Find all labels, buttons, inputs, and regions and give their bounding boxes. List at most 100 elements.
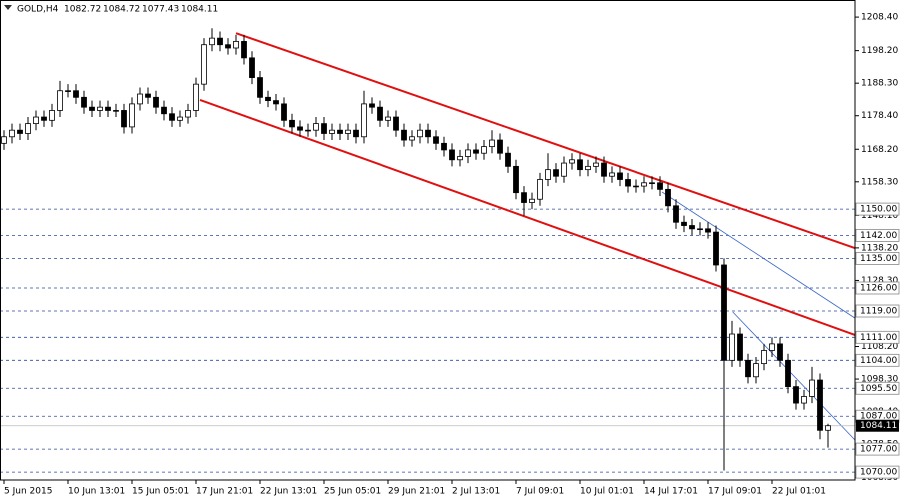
level-label: 1119.00 — [860, 307, 897, 317]
candle-body — [769, 343, 775, 351]
candle-body — [417, 129, 423, 138]
candle-body — [545, 169, 551, 180]
level-label-box — [855, 381, 900, 395]
candle-body — [89, 106, 95, 111]
candle-body — [193, 83, 199, 111]
x-tick-label: 10 Jul 01:01 — [580, 487, 634, 497]
level-label: 1142.00 — [860, 231, 897, 241]
candle-body — [625, 179, 631, 187]
candle-body — [81, 96, 87, 108]
x-tick-label: 22 Jun 13:01 — [260, 487, 317, 497]
candle-body — [281, 103, 287, 121]
candle-body — [17, 129, 23, 134]
y-tick-label: 1138.20 — [861, 243, 898, 253]
y-tick-label: 1198.20 — [861, 46, 898, 56]
x-tick-label: 15 Jun 05:01 — [132, 487, 189, 497]
candle-body — [809, 379, 815, 397]
candle-body — [9, 129, 15, 138]
x-tick-label: 17 Jul 09:01 — [708, 487, 762, 497]
x-tick-label: 22 Jul 01:01 — [772, 487, 826, 497]
level-label: 1070.00 — [860, 468, 897, 478]
candle-body — [41, 116, 47, 121]
level-label-box — [855, 442, 900, 456]
candle-body — [401, 129, 407, 141]
level-label-box — [855, 252, 900, 265]
candle-body — [273, 100, 279, 105]
trendline — [661, 191, 856, 319]
candle-body — [617, 172, 623, 180]
candle-body — [537, 179, 543, 200]
x-tick-label: 5 Jun 2015 — [4, 487, 52, 497]
candle-body — [785, 359, 791, 388]
candle-body — [657, 182, 663, 190]
ohlc-low: 1077.43 — [142, 5, 179, 15]
candle-body — [465, 149, 471, 157]
candle-body — [241, 41, 247, 59]
candle-body — [329, 129, 335, 134]
candle-body — [457, 156, 463, 161]
x-tick-label: 25 Jun 05:01 — [324, 487, 381, 497]
x-tick-label: 14 Jul 17:01 — [644, 487, 698, 497]
x-tick-label: 2 Jul 13:01 — [452, 487, 500, 497]
candle-body — [569, 159, 575, 164]
chart-title: GOLD,H4 — [17, 5, 59, 15]
candle-body — [817, 379, 823, 431]
candle-body — [745, 359, 751, 378]
candle-body — [721, 264, 727, 361]
candle-body — [297, 126, 303, 131]
level-label: 1135.00 — [860, 254, 897, 264]
plot-frame — [0, 0, 856, 481]
y-tick-label: 1128.30 — [861, 276, 898, 286]
candle-body — [697, 228, 703, 231]
candle-body — [73, 90, 79, 98]
level-label-box — [855, 330, 900, 344]
candle-body — [337, 129, 343, 134]
candle-body — [265, 96, 271, 102]
y-tick-label: 1178.40 — [861, 111, 898, 121]
level-label: 1095.50 — [860, 384, 897, 394]
candle-body — [585, 165, 591, 171]
candle-body — [65, 90, 71, 92]
candle-body — [233, 41, 239, 49]
y-tick-label: 1158.30 — [861, 177, 898, 187]
level-label: 1150.00 — [860, 205, 897, 215]
y-tick-label: 1108.20 — [861, 342, 898, 352]
candle-body — [825, 425, 831, 431]
level-label-box — [855, 281, 900, 295]
y-tick-label: 1148.10 — [861, 211, 898, 221]
current-price-box — [856, 419, 899, 432]
candle-body — [217, 37, 223, 46]
level-label: 1111.00 — [860, 333, 897, 343]
ohlc-high: 1084.72 — [103, 5, 140, 15]
candle-body — [473, 149, 479, 154]
candle-body — [257, 77, 263, 98]
candle-body — [553, 169, 559, 177]
x-tick-label: 29 Jun 21:01 — [388, 487, 445, 497]
level-label: 1126.00 — [860, 284, 897, 294]
candle-body — [1, 136, 7, 144]
level-label-box — [855, 465, 900, 479]
candle-body — [129, 103, 135, 128]
candle-body — [705, 228, 711, 233]
candle-body — [49, 110, 55, 121]
candle-body — [201, 44, 207, 85]
candle-body — [177, 116, 183, 121]
candle-body — [33, 116, 39, 125]
candle-body — [497, 139, 503, 154]
candle-body — [481, 146, 487, 154]
candle-body — [593, 162, 599, 167]
level-label-box — [855, 202, 900, 216]
candle-body — [185, 110, 191, 118]
candle-body — [505, 152, 511, 167]
candle-body — [793, 386, 799, 404]
candle-body — [393, 116, 399, 131]
candle-body — [137, 93, 143, 105]
trendline — [235, 32, 856, 250]
y-tick-label: 1188.30 — [861, 79, 898, 89]
candle-body — [145, 93, 151, 98]
candle-body — [377, 106, 383, 121]
candle-body — [409, 136, 415, 141]
candle-body — [369, 103, 375, 108]
candle-body — [521, 192, 527, 203]
